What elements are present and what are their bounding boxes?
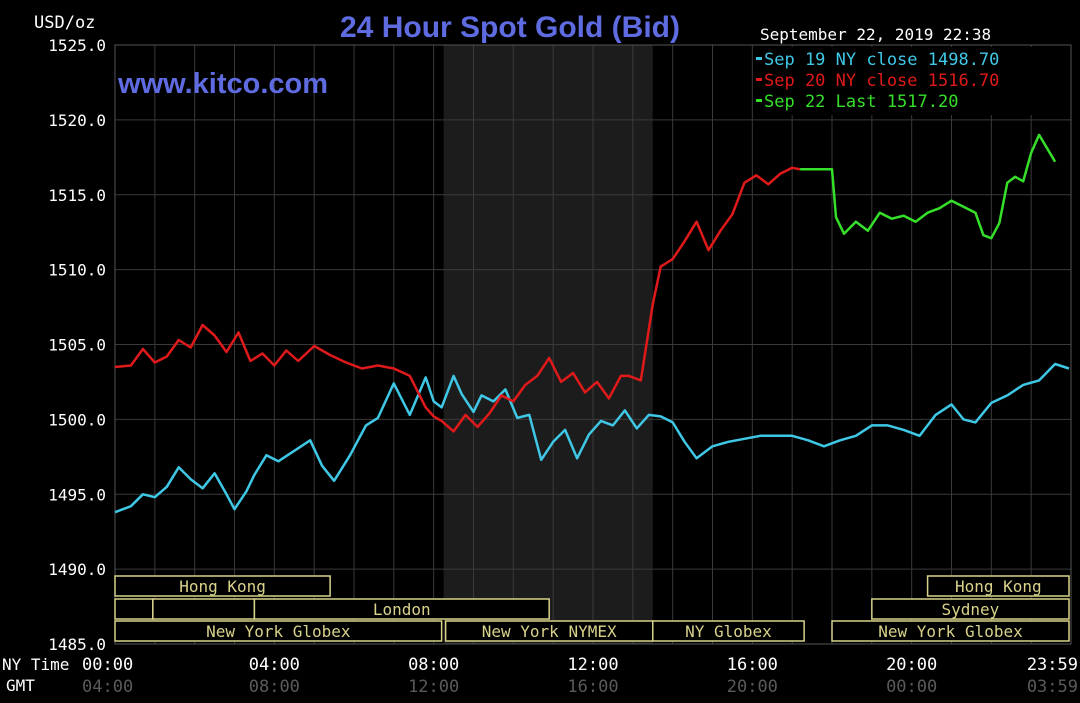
y-tick-label: 1485.0 <box>48 635 106 654</box>
y-tick-label: 1490.0 <box>48 560 106 579</box>
session-label: New York Globex <box>878 622 1023 641</box>
session-label: Hong Kong <box>179 577 266 596</box>
gmt-time-tick: 04:00 <box>82 677 133 697</box>
session-label: New York Globex <box>206 622 351 641</box>
session-bar <box>831 620 1070 642</box>
unit-label: USD/oz <box>34 13 95 33</box>
legend-marker <box>756 57 762 60</box>
gmt-time-tick: 12:00 <box>408 677 459 697</box>
legend-marker <box>756 78 762 81</box>
timestamp: September 22, 2019 22:38 <box>760 25 991 44</box>
gmt-time-tick: 20:00 <box>727 677 778 697</box>
legend-entry: Sep 20 NY close 1516.70 <box>764 71 999 91</box>
ny-time-label: NY Time <box>2 655 69 674</box>
session-bar <box>152 598 256 620</box>
gmt-time-tick: 08:00 <box>249 677 300 697</box>
session-label: Hong Kong <box>955 577 1042 596</box>
session-bar <box>926 575 1070 597</box>
session-bar <box>871 598 1070 620</box>
ny-time-tick: 04:00 <box>249 655 300 675</box>
session-bar <box>652 620 805 642</box>
session-bar <box>114 575 331 597</box>
y-tick-label: 1510.0 <box>48 261 106 280</box>
chart-title: 24 Hour Spot Gold (Bid) <box>340 11 680 44</box>
legend-marker <box>756 99 762 102</box>
gmt-label: GMT <box>6 676 35 695</box>
legend: Sep 19 NY close 1498.70 Sep 20 NY close … <box>756 47 1062 115</box>
legend-entry: Sep 22 Last 1517.20 <box>764 92 958 112</box>
ny-time-tick: 16:00 <box>727 655 778 675</box>
y-tick-label: 1515.0 <box>48 186 106 205</box>
y-tick-label: 1525.0 <box>48 36 106 55</box>
session-bar <box>253 598 550 620</box>
y-tick-label: 1505.0 <box>48 336 106 355</box>
session-bar <box>114 620 443 642</box>
session-label: New York NYMEX <box>482 622 617 641</box>
legend-box <box>756 47 1062 115</box>
ny-time-tick: 08:00 <box>408 655 459 675</box>
gmt-time-tick: 03:59 <box>1027 677 1078 697</box>
ny-time-tick: 23:59 <box>1027 655 1078 675</box>
session-bar <box>114 598 154 620</box>
session-label: Sydney <box>942 600 1000 619</box>
price-line <box>800 133 1057 240</box>
watermark: www.kitco.com <box>117 68 328 100</box>
gmt-time-tick: 00:00 <box>886 677 937 697</box>
price-line <box>114 362 1070 514</box>
ny-time-tick: 00:00 <box>82 655 133 675</box>
ny-time-tick: 20:00 <box>886 655 937 675</box>
y-tick-label: 1500.0 <box>48 410 106 429</box>
session-label: NY Globex <box>685 622 772 641</box>
plot-border <box>114 44 1072 645</box>
session-label: London <box>373 600 431 619</box>
y-tick-label: 1520.0 <box>48 111 106 130</box>
price-line <box>114 166 801 433</box>
y-tick-label: 1495.0 <box>48 485 106 504</box>
gmt-time-tick: 16:00 <box>567 677 618 697</box>
ny-time-tick: 12:00 <box>567 655 618 675</box>
legend-entry: Sep 19 NY close 1498.70 <box>764 50 999 70</box>
